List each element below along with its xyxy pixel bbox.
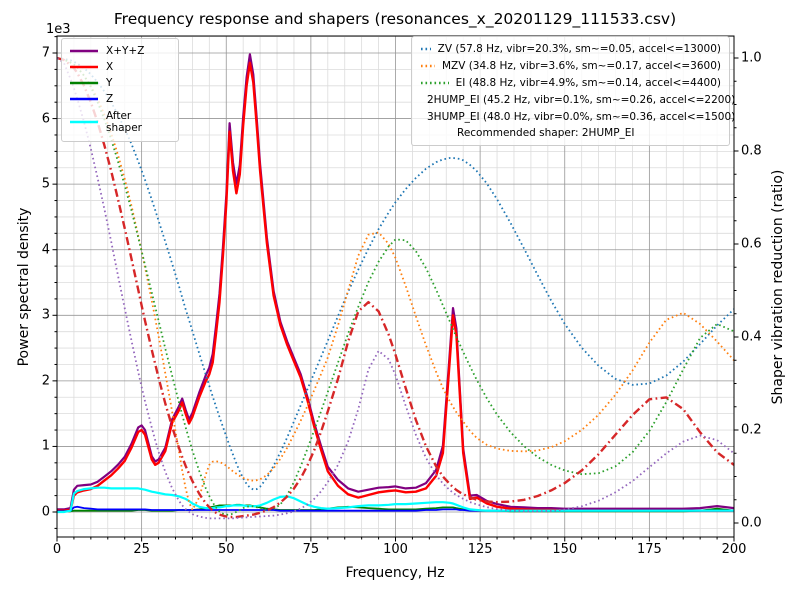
tick-marks [52, 36, 739, 542]
tick-label: 100 [383, 542, 408, 557]
tick-label: 0.6 [741, 236, 762, 252]
legend-item-label: X [106, 60, 114, 73]
tick-label: 0.2 [741, 422, 762, 438]
legend-item: EI (48.8 Hz, vibr=4.9%, sm~=0.14, accel<… [420, 75, 721, 92]
tick-label: 0 [41, 504, 50, 520]
zv-curve [57, 57, 734, 491]
legend-item-label: Y [106, 76, 113, 89]
tick-label: 1.0 [741, 50, 762, 66]
legend-item: Y [69, 75, 171, 91]
legend-item: 2HUMP_EI (45.2 Hz, vibr=0.1%, sm~=0.26, … [420, 91, 735, 108]
legend-swatch-line [70, 81, 98, 85]
legend-item: Z [69, 91, 171, 107]
legend-item-label: Z [106, 92, 114, 105]
tick-label: 0.0 [741, 515, 762, 531]
legend-item-label: After shaper [106, 109, 143, 134]
y-axis-right-label: Shaper vibration reduction (ratio) [770, 169, 786, 405]
after-shaper-curve [57, 486, 734, 514]
legend-item: MZV (34.8 Hz, vibr=3.6%, sm~=0.17, accel… [420, 58, 721, 75]
legend-item-label: X+Y+Z [106, 44, 145, 57]
legend-item-label: ZV (57.8 Hz, vibr=20.3%, sm~=0.05, accel… [437, 43, 721, 56]
tick-label: 0.4 [741, 329, 762, 345]
x-curve [57, 61, 734, 512]
recommended-shaper-text: Recommended shaper: 2HUMP_EI [457, 126, 635, 139]
tick-label: 25 [133, 542, 150, 557]
legend-item: 3HUMP_EI (48.0 Hz, vibr=0.0%, sm~=0.36, … [420, 108, 735, 125]
legend-item: After shaper [69, 107, 171, 137]
tick-label: 6 [41, 111, 50, 127]
legend-item-label: 3HUMP_EI (48.0 Hz, vibr=0.0%, sm~=0.36, … [427, 110, 736, 123]
legend-psd: X+Y+Z X Y Z After shaper [61, 38, 179, 142]
legend-item-label: 2HUMP_EI (45.2 Hz, vibr=0.1%, sm~=0.26, … [427, 93, 736, 106]
tick-label: 175 [636, 542, 662, 557]
tick-label: 3 [41, 307, 50, 323]
tick-label: 125 [467, 542, 493, 557]
legend-swatch-line [70, 65, 98, 69]
tick-label: 200 [721, 542, 747, 557]
tick-label: 4 [41, 242, 50, 258]
y-axis-left-label: Power spectral density [16, 207, 32, 367]
x-axis-label: Frequency, Hz [345, 565, 445, 581]
legend-swatch-line [421, 48, 431, 51]
tick-label: 2 [41, 373, 50, 389]
legend-shapers: ZV (57.8 Hz, vibr=20.3%, sm~=0.05, accel… [411, 36, 735, 146]
legend-swatch-line [70, 49, 98, 53]
tick-label: 1 [41, 438, 50, 454]
legend-swatch-line [421, 81, 449, 85]
legend-item-label: EI (48.8 Hz, vibr=4.9%, sm~=0.14, accel<… [455, 76, 721, 89]
tick-label: 75 [302, 542, 320, 557]
tick-label: 0 [52, 542, 62, 557]
tick-label: 150 [552, 542, 578, 557]
tick-label: 50 [217, 542, 235, 557]
legend-item: X [69, 59, 171, 75]
curves [57, 53, 734, 520]
legend-item: ZV (57.8 Hz, vibr=20.3%, sm~=0.05, accel… [420, 41, 721, 58]
tick-label: 0.8 [741, 143, 762, 159]
tick-label: 7 [41, 45, 50, 61]
legend-item: X+Y+Z [69, 43, 171, 59]
chart-title: Frequency response and shapers (resonanc… [113, 10, 677, 28]
legend-item-label: MZV (34.8 Hz, vibr=3.6%, sm~=0.17, accel… [441, 60, 721, 73]
legend-swatch-line [70, 97, 98, 101]
mzv-curve [57, 57, 734, 511]
tick-label: 5 [41, 176, 50, 192]
legend-swatch-line [421, 64, 435, 68]
legend-swatch-line [70, 120, 98, 124]
y-axis-offset-text: 1e3 [46, 22, 71, 37]
2hump-ei-curve [57, 56, 734, 519]
